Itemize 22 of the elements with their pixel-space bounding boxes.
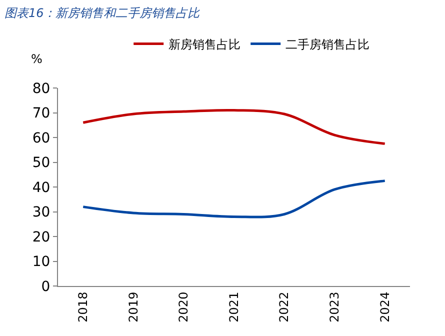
y-tick-label: 40	[32, 180, 50, 196]
line-series	[82, 108, 386, 145]
y-tick-label: 20	[32, 229, 50, 246]
y-tick-label: 10	[32, 254, 50, 270]
x-tick-label: 2024	[378, 292, 392, 322]
y-axis-title: %	[31, 52, 42, 66]
x-tick-label: 2018	[76, 292, 90, 322]
legend-label: 二手房销售占比	[286, 37, 370, 52]
y-tick-label: 50	[32, 155, 50, 172]
legend-label: 新房销售占比	[168, 37, 241, 52]
x-tick-label: 2020	[176, 292, 191, 322]
chart-title: 图表16：新房销售和二手房销售占比	[4, 6, 201, 20]
y-tick-label: 70	[32, 106, 50, 122]
x-tick-label: 2019	[126, 292, 140, 322]
line-series	[82, 180, 386, 218]
y-tick-label: 0	[41, 278, 50, 295]
x-tick-label: 2021	[226, 292, 241, 322]
x-tick-label: 2022	[277, 292, 292, 322]
y-tick-label: 60	[32, 130, 50, 146]
y-tick-label: 80	[32, 80, 50, 97]
y-tick-label: 30	[32, 204, 50, 221]
x-tick-label: 2023	[327, 292, 342, 322]
